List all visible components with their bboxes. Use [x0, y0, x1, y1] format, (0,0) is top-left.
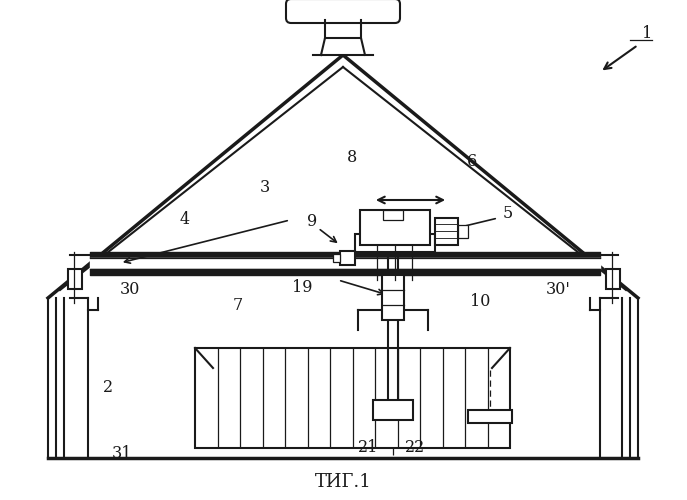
Text: 6: 6: [467, 154, 477, 170]
Text: 30: 30: [120, 282, 140, 298]
Bar: [355, 234, 435, 252]
Bar: [68, 269, 82, 289]
Text: 10: 10: [470, 294, 491, 310]
Bar: [340, 251, 355, 265]
Text: 5: 5: [503, 204, 513, 222]
Text: ΤИГ.1: ΤИГ.1: [315, 473, 372, 491]
FancyBboxPatch shape: [286, 0, 400, 23]
Text: 7: 7: [233, 296, 243, 314]
Bar: [360, 210, 430, 245]
Text: 2: 2: [103, 380, 113, 396]
Bar: [383, 210, 403, 220]
Bar: [606, 269, 620, 289]
Text: 9: 9: [307, 214, 317, 230]
Bar: [458, 225, 468, 238]
Bar: [468, 410, 512, 423]
Text: 30': 30': [545, 282, 570, 298]
Text: 21: 21: [358, 440, 378, 456]
Text: 19: 19: [292, 280, 313, 296]
Bar: [373, 400, 413, 420]
Text: 4: 4: [180, 212, 190, 228]
Bar: [195, 348, 510, 448]
Text: 8: 8: [347, 150, 357, 166]
Text: 1: 1: [642, 24, 652, 42]
Text: 31: 31: [112, 446, 133, 462]
Bar: [382, 275, 404, 320]
Polygon shape: [321, 38, 365, 55]
Bar: [333, 254, 340, 262]
Bar: [435, 218, 458, 245]
Text: 3: 3: [260, 180, 270, 196]
Text: 22: 22: [405, 440, 425, 456]
